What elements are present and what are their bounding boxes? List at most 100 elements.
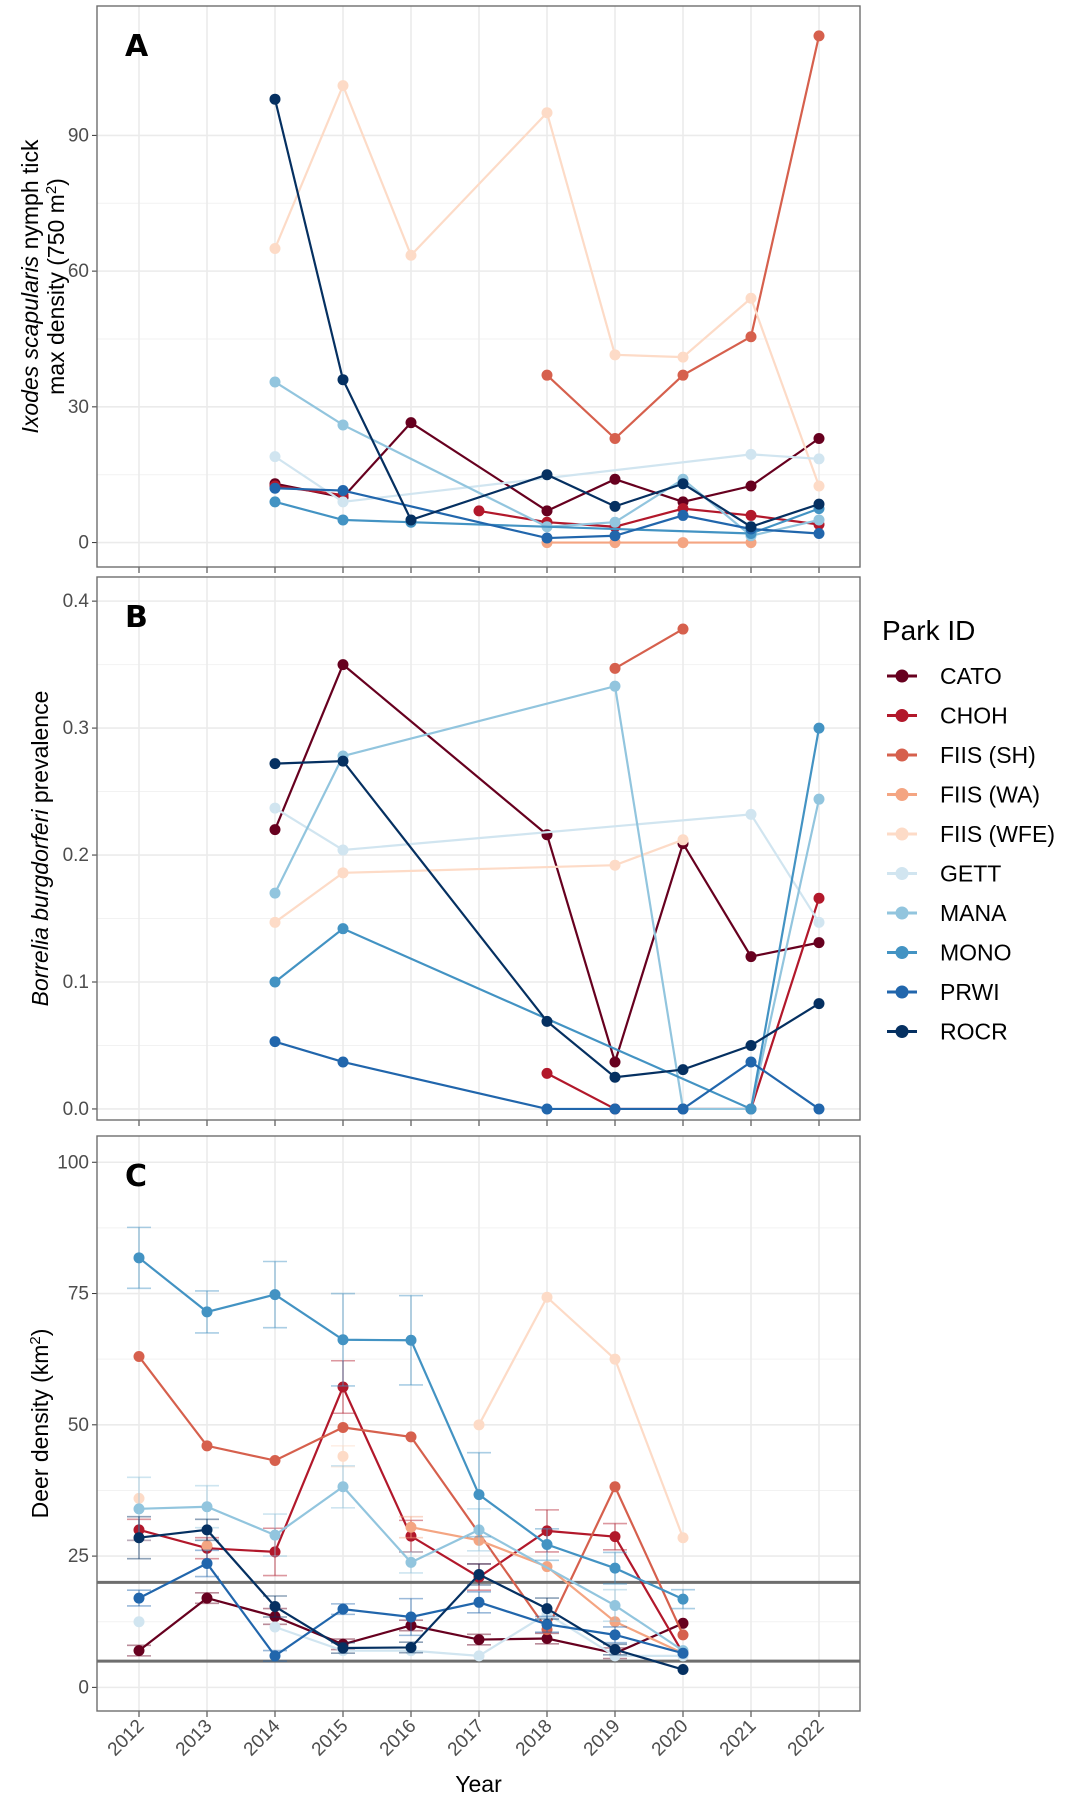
legend-item: CATO — [887, 663, 1002, 689]
data-point — [609, 1103, 621, 1115]
y-axis-title: Deer density (km2) — [27, 1329, 54, 1519]
y-tick-label: 25 — [68, 1546, 89, 1567]
data-point — [609, 516, 621, 528]
data-point — [473, 1524, 485, 1536]
data-point — [269, 451, 281, 463]
legend-key-point — [895, 1025, 909, 1038]
series-line — [274, 421, 820, 513]
data-point — [337, 1642, 349, 1654]
x-tick-label: 2018 — [512, 1716, 557, 1761]
data-point — [745, 509, 757, 521]
data-point — [677, 1532, 689, 1544]
data-point — [405, 1619, 417, 1631]
data-point — [745, 521, 757, 533]
panel-border — [96, 1135, 861, 1712]
series-line — [273, 82, 821, 487]
data-point — [269, 93, 281, 105]
data-point — [201, 1524, 213, 1536]
data-point — [269, 824, 281, 836]
data-point — [337, 923, 349, 935]
data-point — [337, 1334, 349, 1346]
y-axis-title-line2: max density (750 m2) — [43, 178, 70, 395]
data-point — [813, 433, 825, 445]
data-point — [337, 1421, 349, 1433]
data-point — [269, 496, 281, 508]
data-point — [609, 859, 621, 871]
panel-label: C — [125, 1159, 147, 1194]
data-point — [473, 1419, 485, 1431]
series-line — [274, 838, 684, 924]
data-point — [201, 1540, 213, 1552]
data-point — [133, 1616, 145, 1628]
data-point — [609, 1599, 621, 1611]
data-point — [745, 808, 757, 820]
x-tick-label: 2014 — [240, 1715, 285, 1760]
data-point — [541, 1015, 553, 1027]
series-fiis-wfe — [269, 834, 689, 928]
data-point — [337, 374, 349, 386]
data-point — [269, 758, 281, 770]
data-point — [337, 659, 349, 671]
data-point — [609, 662, 621, 674]
data-point — [677, 1103, 689, 1115]
data-point — [201, 1306, 213, 1318]
data-point — [473, 1568, 485, 1580]
data-point — [541, 1539, 553, 1551]
data-point — [541, 1525, 553, 1537]
data-point — [541, 369, 553, 381]
legend-key-point — [895, 669, 909, 683]
data-point — [541, 469, 553, 481]
data-point — [133, 1532, 145, 1544]
data-point — [473, 505, 485, 517]
series-prwi — [127, 1549, 689, 1662]
data-point — [337, 1481, 349, 1493]
series-gett — [269, 802, 825, 928]
y-axis-title-line1: Ixodes scapularis nymph tick — [17, 139, 43, 434]
y-tick-label: 0.2 — [63, 845, 89, 866]
data-point — [609, 1056, 621, 1068]
legend-item: MANA — [887, 900, 1007, 926]
data-point — [133, 1592, 145, 1604]
y-tick-label: 0.3 — [63, 718, 89, 739]
data-point — [201, 1501, 213, 1513]
legend-item: CHOH — [887, 703, 1008, 729]
data-point — [813, 722, 825, 734]
data-point — [677, 537, 689, 549]
legend-label: CATO — [940, 663, 1002, 689]
data-point — [745, 448, 757, 460]
legend-label: MONO — [940, 940, 1012, 966]
y-tick-label: 0.0 — [63, 1099, 89, 1120]
data-point — [473, 1650, 485, 1662]
x-tick-label: 2022 — [784, 1716, 829, 1761]
legend-label: FIIS (WFE) — [940, 821, 1055, 847]
y-axis-title: Borrelia burgdorferi prevalence — [27, 691, 53, 1007]
data-point — [405, 514, 417, 526]
data-point — [813, 1103, 825, 1115]
legend-key-point — [895, 985, 909, 999]
series-prwi — [269, 1036, 825, 1115]
data-point — [473, 1596, 485, 1608]
data-point — [813, 892, 825, 904]
data-point — [405, 1611, 417, 1623]
series-mono — [127, 1226, 695, 1610]
data-point — [609, 1531, 621, 1543]
data-point — [405, 1556, 417, 1568]
data-point — [337, 496, 349, 508]
data-point — [405, 1431, 417, 1443]
data-point — [609, 680, 621, 692]
legend-title: Park ID — [882, 615, 975, 646]
legend-item: GETT — [887, 861, 1001, 887]
data-point — [133, 1351, 145, 1363]
data-point — [541, 1291, 553, 1303]
data-point — [609, 1644, 621, 1656]
data-point — [541, 1603, 553, 1615]
data-point — [201, 1440, 213, 1452]
data-point — [745, 1103, 757, 1115]
x-tick-label: 2013 — [172, 1716, 217, 1761]
data-point — [269, 376, 281, 388]
legend-label: PRWI — [940, 979, 1000, 1005]
series-line — [138, 1355, 684, 1636]
data-point — [269, 1546, 281, 1558]
y-axis-title-text: Deer density (km — [27, 1345, 53, 1519]
panel-a: 0 30 60 90 A Ixodes scapularis nymph tick max … — [17, 5, 861, 573]
